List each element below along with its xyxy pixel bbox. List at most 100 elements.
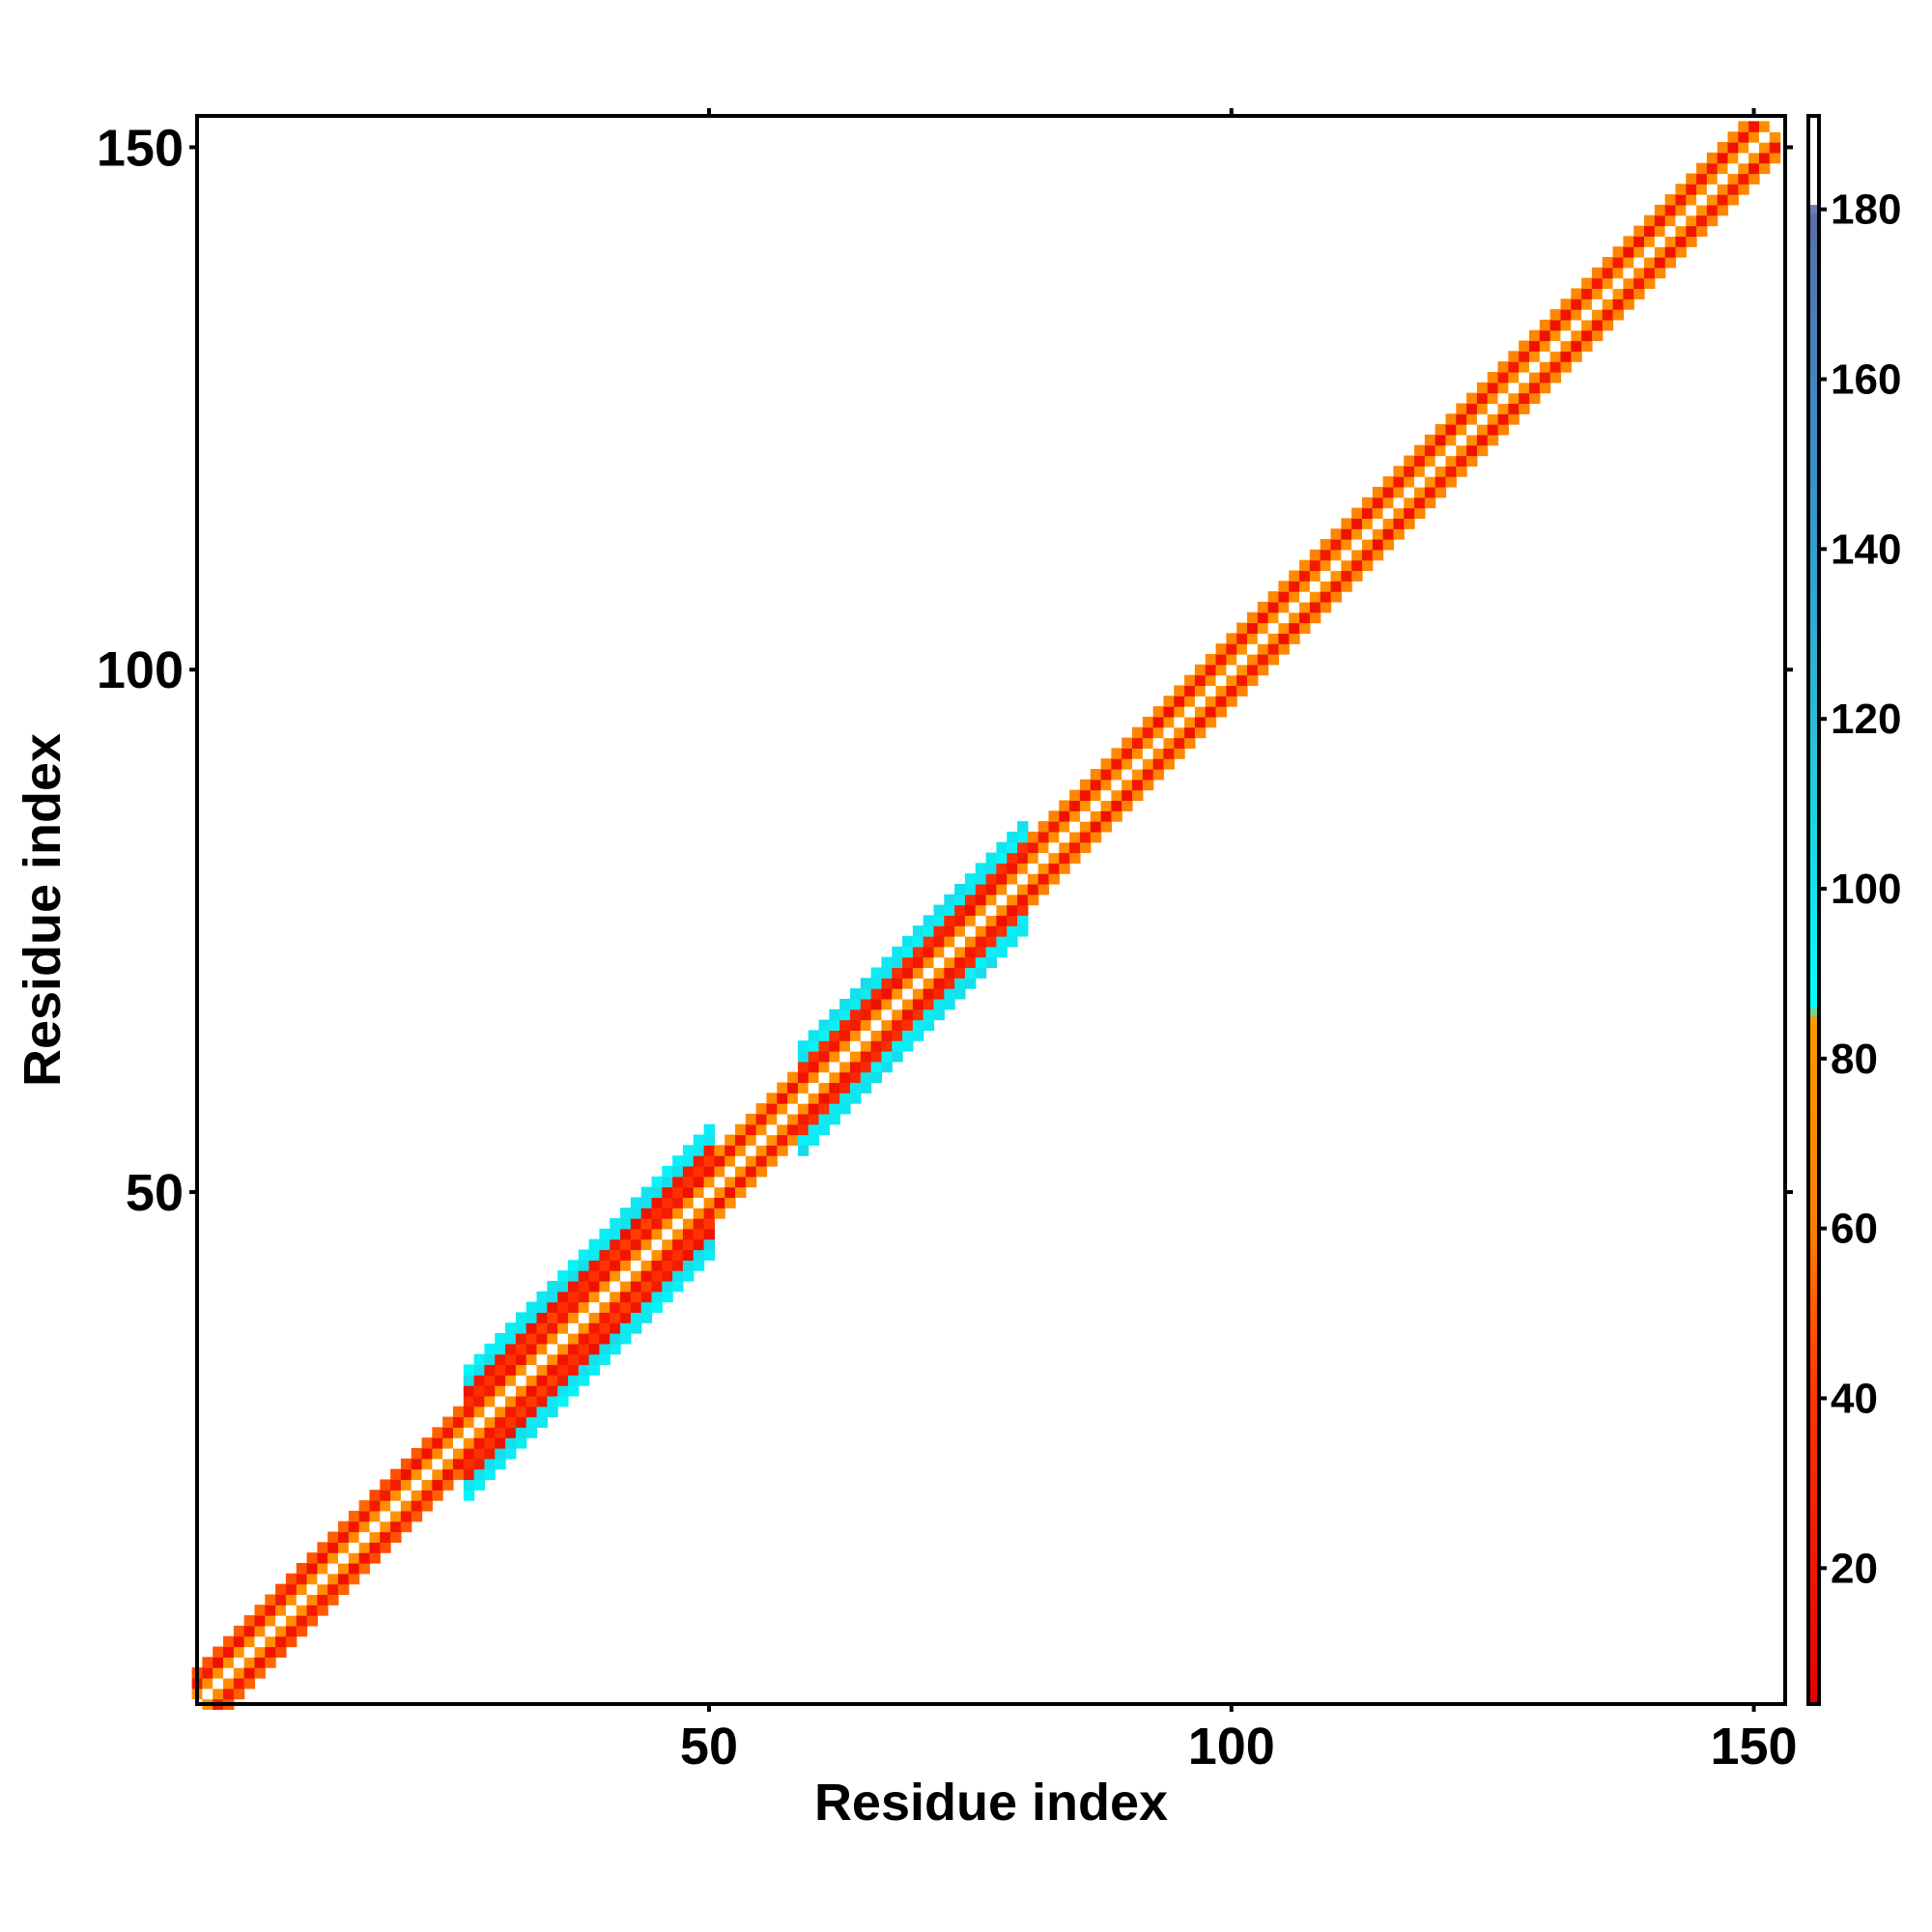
heatmap-cell xyxy=(1706,152,1719,164)
heatmap-cell xyxy=(881,967,893,979)
heatmap-cell xyxy=(745,1145,757,1156)
heatmap-cell xyxy=(1476,424,1489,436)
heatmap-cell xyxy=(1612,298,1624,310)
heatmap-cell xyxy=(944,978,955,989)
heatmap-cell xyxy=(1634,267,1645,279)
heatmap-cell xyxy=(452,1468,465,1481)
heatmap-cell xyxy=(1163,726,1175,739)
heatmap-cell xyxy=(1246,633,1259,644)
heatmap-cell xyxy=(1487,424,1499,436)
heatmap-cell xyxy=(1612,277,1624,290)
heatmap-cell xyxy=(630,1249,642,1261)
heatmap-cell xyxy=(818,1093,830,1104)
colorbar-segment xyxy=(1808,415,1819,426)
heatmap-cell xyxy=(1758,152,1771,164)
heatmap-cell xyxy=(944,988,955,1000)
heatmap-cell xyxy=(703,1155,715,1167)
heatmap-cell xyxy=(996,936,1008,948)
heatmap-cell xyxy=(327,1542,339,1553)
heatmap-cell xyxy=(1007,915,1018,926)
heatmap-cell xyxy=(567,1280,580,1293)
heatmap-cell xyxy=(985,956,998,969)
heatmap-cell xyxy=(662,1249,673,1261)
heatmap-cell xyxy=(985,936,998,948)
heatmap-cell xyxy=(285,1583,298,1596)
colorbar-segment xyxy=(1808,680,1819,691)
colorbar-segment xyxy=(1808,857,1819,867)
colorbar-segment xyxy=(1808,1642,1819,1652)
heatmap-cell xyxy=(735,1123,747,1136)
heatmap-cell xyxy=(1027,894,1039,906)
heatmap-cell xyxy=(1090,779,1102,791)
colorbar-segment xyxy=(1808,1651,1819,1662)
heatmap-cell xyxy=(1686,225,1697,237)
heatmap-cell xyxy=(1404,476,1415,488)
heatmap-cell xyxy=(839,1040,851,1052)
heatmap-cell xyxy=(588,1260,601,1271)
heatmap-cell xyxy=(724,1176,736,1188)
heatmap-cell xyxy=(1111,800,1122,811)
heatmap-cell xyxy=(1529,392,1541,405)
heatmap-cell xyxy=(473,1437,486,1449)
heatmap-cell xyxy=(610,1291,621,1303)
heatmap-cell xyxy=(933,956,945,969)
colorbar-segment xyxy=(1808,116,1819,126)
heatmap-cell xyxy=(849,1071,862,1084)
heatmap-cell xyxy=(515,1322,527,1334)
heatmap-cell xyxy=(975,883,987,895)
heatmap-cell xyxy=(599,1322,611,1334)
heatmap-cell xyxy=(892,988,903,1000)
heatmap-cell xyxy=(860,1040,872,1052)
heatmap-cell xyxy=(515,1416,527,1428)
heatmap-cell xyxy=(849,1019,862,1031)
heatmap-cell xyxy=(358,1510,371,1522)
heatmap-cell xyxy=(358,1520,371,1533)
heatmap-cell xyxy=(1361,549,1374,561)
heatmap-cell xyxy=(933,967,945,979)
heatmap-cell xyxy=(452,1416,465,1428)
colorbar-segment xyxy=(1808,821,1819,832)
heatmap-cell xyxy=(338,1562,350,1575)
x-axis-title: Residue index xyxy=(814,1774,1168,1832)
heatmap-cell xyxy=(547,1364,558,1376)
heatmap-cell xyxy=(1456,413,1467,425)
heatmap-cell xyxy=(1309,601,1321,613)
heatmap-cell xyxy=(1174,706,1185,718)
heatmap-cell xyxy=(1320,570,1332,582)
heatmap-cell xyxy=(1320,581,1332,592)
colorbar-segment xyxy=(1808,230,1819,241)
heatmap-cell xyxy=(1424,497,1436,509)
heatmap-cell xyxy=(1090,831,1102,843)
heatmap-cell xyxy=(1643,277,1656,290)
heatmap-cell xyxy=(1257,611,1269,624)
heatmap-cell xyxy=(1602,319,1614,331)
heatmap-cell xyxy=(1090,789,1102,802)
heatmap-cell xyxy=(975,863,987,874)
heatmap-cell xyxy=(1059,863,1070,874)
heatmap-cell xyxy=(944,915,955,926)
heatmap-cell xyxy=(473,1364,486,1376)
heatmap-cell xyxy=(745,1165,757,1178)
heatmap-cell xyxy=(1748,173,1760,185)
heatmap-cell xyxy=(672,1249,684,1261)
heatmap-cell xyxy=(1612,267,1624,279)
heatmap-cell xyxy=(1236,643,1248,655)
heatmap-cell xyxy=(1591,309,1604,321)
heatmap-cell xyxy=(1738,152,1749,164)
heatmap-cell xyxy=(1435,486,1447,498)
heatmap-cell xyxy=(640,1280,653,1293)
heatmap-cell xyxy=(975,967,987,979)
heatmap-cell xyxy=(755,1165,768,1178)
heatmap-cell xyxy=(223,1667,235,1679)
colorbar-segment xyxy=(1808,389,1819,400)
heatmap-cell xyxy=(610,1218,621,1230)
colorbar-segment xyxy=(1808,319,1819,328)
heatmap-cell xyxy=(1341,549,1352,561)
heatmap-cell xyxy=(975,946,987,958)
heatmap-cell xyxy=(254,1605,266,1616)
colorbar-segment xyxy=(1808,495,1819,505)
heatmap-cell xyxy=(1111,810,1122,822)
heatmap-cell xyxy=(672,1208,684,1219)
heatmap-cell xyxy=(610,1301,621,1314)
heatmap-cell xyxy=(265,1646,276,1658)
